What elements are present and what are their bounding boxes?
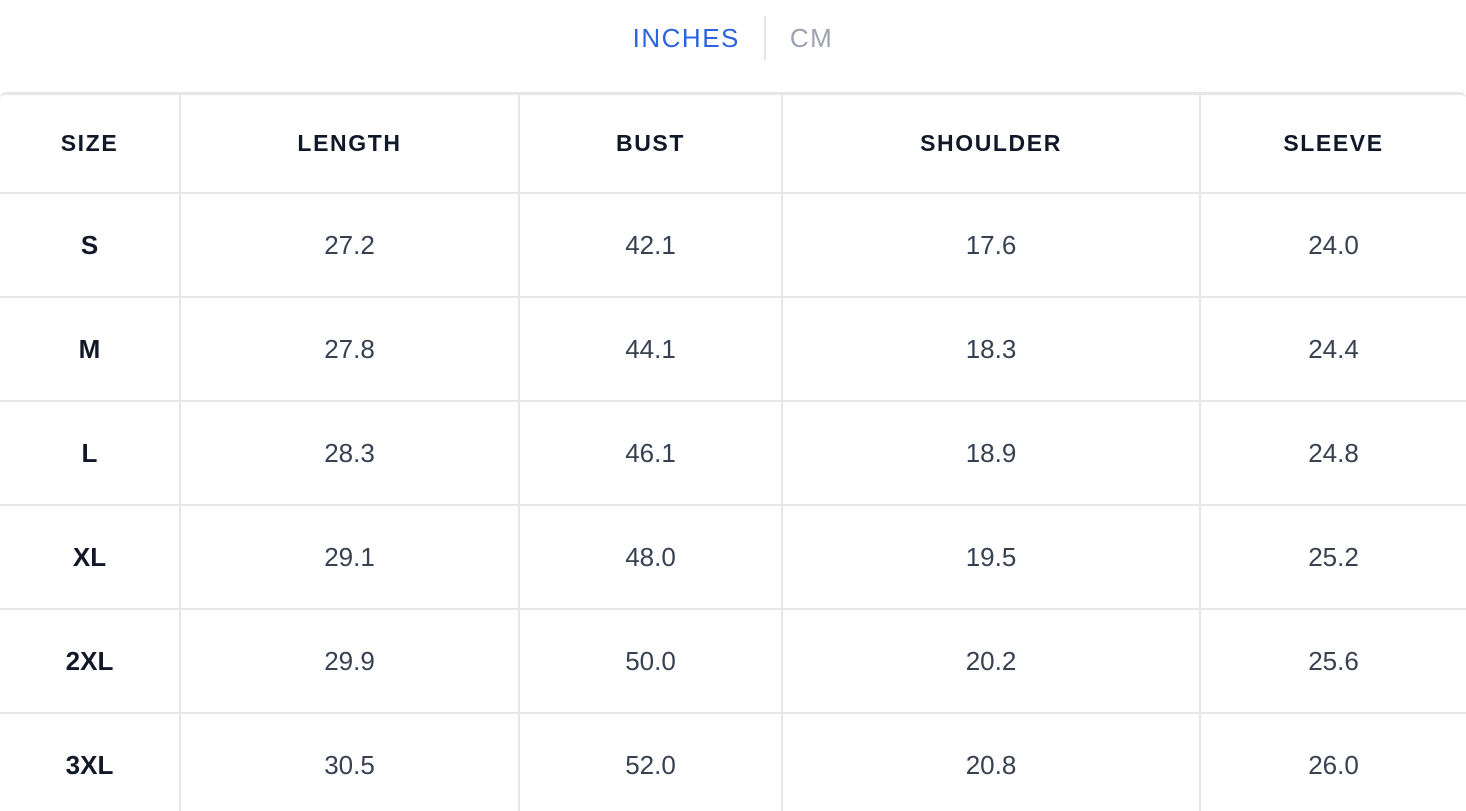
length-cell: 28.3 [180,401,520,506]
table-header-row: SIZE LENGTH BUST SHOULDER SLEEVE [0,95,1466,194]
table-row: 2XL 29.9 50.0 20.2 25.6 [0,609,1466,714]
table-row: 3XL 30.5 52.0 20.8 26.0 [0,713,1466,811]
table-row: XL 29.1 48.0 19.5 25.2 [0,505,1466,610]
shoulder-cell: 20.8 [782,713,1201,811]
header-sleeve: SLEEVE [1200,95,1466,194]
header-length: LENGTH [180,95,520,194]
shoulder-cell: 18.3 [782,297,1201,402]
header-bust: BUST [519,95,783,194]
size-cell: XL [0,505,181,610]
header-shoulder: SHOULDER [782,95,1201,194]
size-cell: L [0,401,181,506]
length-cell: 30.5 [180,713,520,811]
bust-cell: 50.0 [519,609,783,714]
size-cell: 3XL [0,713,181,811]
header-size: SIZE [0,95,181,194]
length-cell: 29.9 [180,609,520,714]
size-cell: M [0,297,181,402]
shoulder-cell: 18.9 [782,401,1201,506]
table-row: M 27.8 44.1 18.3 24.4 [0,297,1466,402]
bust-cell: 48.0 [519,505,783,610]
length-cell: 27.2 [180,193,520,298]
sleeve-cell: 25.2 [1200,505,1466,610]
sleeve-cell: 26.0 [1200,713,1466,811]
unit-toggle: INCHES CM [0,0,1466,76]
sleeve-cell: 24.0 [1200,193,1466,298]
size-cell: 2XL [0,609,181,714]
unit-tab-inches[interactable]: INCHES [632,23,740,53]
shoulder-cell: 17.6 [782,193,1201,298]
size-cell: S [0,193,181,298]
shoulder-cell: 20.2 [782,609,1201,714]
shoulder-cell: 19.5 [782,505,1201,610]
table-row: L 28.3 46.1 18.9 24.8 [0,401,1466,506]
bust-cell: 52.0 [519,713,783,811]
bust-cell: 44.1 [519,297,783,402]
unit-divider [763,16,766,60]
sleeve-cell: 25.6 [1200,609,1466,714]
sleeve-cell: 24.8 [1200,401,1466,506]
size-chart-table-container: SIZE LENGTH BUST SHOULDER SLEEVE S 27.2 … [0,92,1466,811]
unit-tab-cm[interactable]: CM [789,23,834,53]
sleeve-cell: 24.4 [1200,297,1466,402]
table-row: S 27.2 42.1 17.6 24.0 [0,193,1466,298]
bust-cell: 42.1 [519,193,783,298]
length-cell: 29.1 [180,505,520,610]
bust-cell: 46.1 [519,401,783,506]
size-chart-table: SIZE LENGTH BUST SHOULDER SLEEVE S 27.2 … [0,95,1466,811]
length-cell: 27.8 [180,297,520,402]
